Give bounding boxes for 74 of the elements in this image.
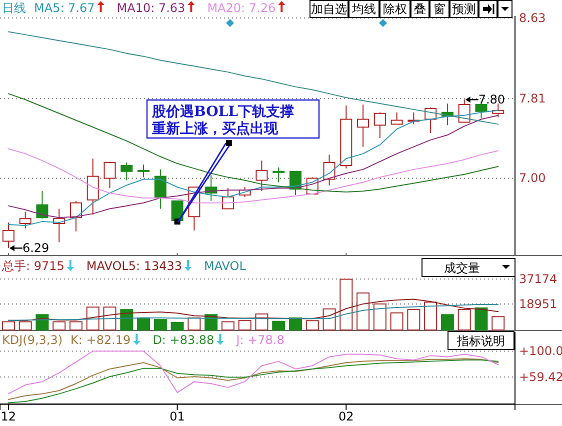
- bar: [86, 306, 100, 330]
- bar: [188, 317, 201, 330]
- x-tick-label: 12: [0, 410, 16, 424]
- bar: [373, 303, 386, 330]
- bar: [137, 317, 150, 330]
- bar: [407, 309, 420, 330]
- candlestick: [104, 162, 116, 189]
- bar: [2, 321, 15, 330]
- bar: [474, 307, 488, 330]
- bar: [154, 319, 167, 330]
- annotation: 股价遇BOLL下轨支撑: [151, 104, 294, 120]
- text: MAVOL5: 13433: [86, 259, 182, 273]
- text: 总手: 9715: [1, 259, 64, 273]
- y-tick-label: 37174: [519, 272, 558, 286]
- annotation: 窗: [434, 2, 446, 16]
- line-series: [8, 350, 499, 394]
- text: MA20: 7.26: [207, 1, 276, 15]
- text: MA10: 7.63: [116, 1, 186, 15]
- annotation: 均线: [351, 2, 376, 16]
- series-label: J: +78.8: [235, 333, 284, 347]
- y-tick-label: 7.81: [519, 91, 546, 106]
- bar: [18, 321, 32, 330]
- candlestick: [272, 166, 285, 183]
- candlestick: [256, 160, 268, 192]
- candlestick: [390, 112, 403, 125]
- candlestick: [374, 112, 386, 138]
- bar: [492, 316, 505, 330]
- bar: [288, 317, 302, 330]
- candlestick: [86, 158, 99, 216]
- bar: [424, 302, 438, 330]
- chart-title: 日线: [2, 1, 26, 15]
- candlestick: [138, 164, 150, 178]
- text: MAVOL: [204, 259, 246, 273]
- y-tick-label: 18951: [519, 296, 558, 311]
- y-tick-label: +59.42: [519, 370, 562, 384]
- candlestick: [120, 162, 133, 181]
- bar: [440, 314, 454, 330]
- x-tick-label: 01: [170, 410, 185, 424]
- bar: [322, 308, 336, 330]
- bar: [356, 292, 370, 330]
- bar: [69, 321, 82, 330]
- bar: [306, 320, 319, 330]
- bar: [340, 278, 353, 330]
- annotation: 叠: [414, 2, 426, 16]
- x-tick-label: 02: [338, 410, 354, 424]
- annotation: 指标说明: [456, 334, 505, 348]
- bar: [221, 321, 234, 330]
- bar: [238, 320, 252, 330]
- bar: [390, 312, 404, 330]
- candlestick: [36, 190, 48, 220]
- bar: [255, 313, 268, 330]
- candlestick: [154, 168, 166, 210]
- y-tick-label: 7.00: [519, 171, 546, 186]
- annotation: 成交量: [444, 261, 480, 275]
- bar: [170, 322, 184, 330]
- chart-title: KDJ(9,3,3): [2, 333, 63, 347]
- candlestick: [19, 211, 32, 229]
- bar: [272, 320, 286, 330]
- y-tick-label: 8.63: [519, 10, 546, 25]
- annotation: 除权: [383, 2, 407, 16]
- bar: [103, 306, 116, 330]
- line-series: [8, 304, 499, 321]
- bar: [458, 309, 471, 330]
- series-label: D: +83.88: [152, 333, 214, 347]
- series-label: K: +82.19: [70, 333, 131, 347]
- candlestick: [222, 188, 234, 210]
- candlestick: [2, 222, 14, 249]
- annotation: 6.29: [22, 241, 50, 256]
- annotation: 重新上涨，买点出现: [151, 120, 279, 137]
- candlestick: [357, 104, 370, 148]
- bar: [120, 309, 134, 330]
- text: MA5: 7.67: [34, 1, 95, 15]
- bar: [52, 321, 66, 330]
- annotation: 7.80: [478, 92, 506, 107]
